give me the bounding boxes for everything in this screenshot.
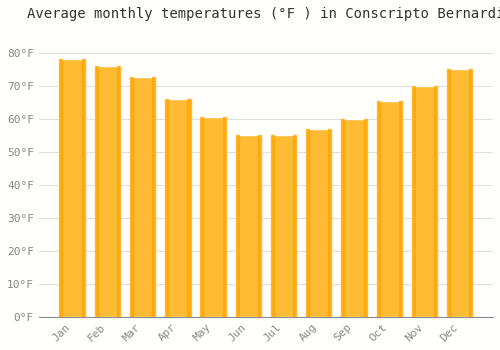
Bar: [188, 99, 190, 317]
Bar: [434, 86, 437, 317]
Bar: [271, 135, 274, 317]
Bar: [328, 128, 332, 317]
Bar: [117, 66, 120, 317]
Bar: [94, 66, 98, 317]
Bar: [165, 99, 168, 317]
Title: Average monthly temperatures (°F ) in Conscripto Bernardi: Average monthly temperatures (°F ) in Co…: [27, 7, 500, 21]
Bar: [60, 59, 85, 317]
Bar: [306, 128, 309, 317]
Bar: [447, 69, 472, 317]
Bar: [271, 135, 296, 317]
Bar: [152, 77, 156, 317]
Bar: [364, 119, 366, 317]
Bar: [236, 135, 238, 317]
Bar: [200, 117, 203, 317]
Bar: [470, 69, 472, 317]
Bar: [130, 77, 156, 317]
Bar: [376, 100, 402, 317]
Bar: [293, 135, 296, 317]
Bar: [60, 59, 62, 317]
Bar: [342, 119, 366, 317]
Bar: [130, 77, 133, 317]
Bar: [412, 86, 437, 317]
Bar: [200, 117, 226, 317]
Bar: [399, 100, 402, 317]
Bar: [236, 135, 261, 317]
Bar: [165, 99, 190, 317]
Bar: [342, 119, 344, 317]
Bar: [447, 69, 450, 317]
Bar: [306, 128, 332, 317]
Bar: [94, 66, 120, 317]
Bar: [412, 86, 415, 317]
Bar: [82, 59, 85, 317]
Bar: [222, 117, 226, 317]
Bar: [376, 100, 380, 317]
Bar: [258, 135, 261, 317]
